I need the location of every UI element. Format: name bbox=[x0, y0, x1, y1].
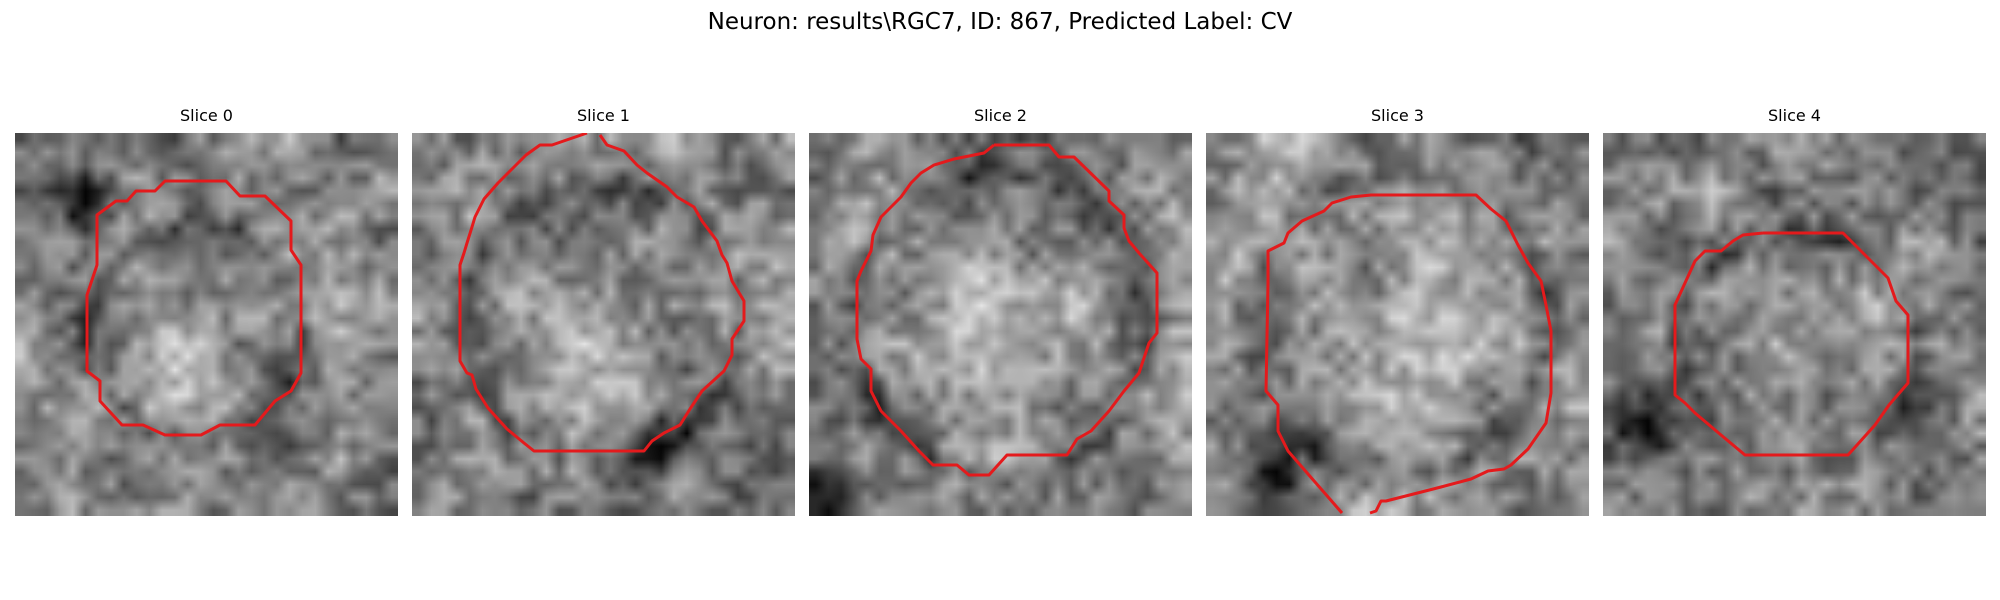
grayscale-pixel-image bbox=[1603, 133, 1986, 516]
slice-image bbox=[412, 133, 795, 516]
slice-title: Slice 2 bbox=[974, 106, 1027, 125]
neuron-outline bbox=[1264, 193, 1553, 515]
grayscale-pixel-image bbox=[809, 133, 1192, 516]
neuron-outline bbox=[1673, 231, 1910, 457]
red-contour-overlay bbox=[1673, 231, 1910, 457]
slice-panel-0: Slice 0 bbox=[15, 106, 398, 516]
neuron-outline bbox=[458, 133, 746, 453]
slice-image bbox=[1603, 133, 1986, 516]
grayscale-pixel-image bbox=[15, 133, 398, 516]
red-contour-overlay bbox=[458, 133, 746, 453]
neuron-outline bbox=[85, 179, 303, 437]
red-contour-overlay bbox=[85, 179, 303, 437]
figure-title: Neuron: results\RGC7, ID: 867, Predicted… bbox=[707, 9, 1293, 35]
slice-image bbox=[1206, 133, 1589, 516]
red-contour-overlay bbox=[1264, 193, 1553, 515]
slice-panel-1: Slice 1 bbox=[412, 106, 795, 516]
slice-title: Slice 4 bbox=[1768, 106, 1821, 125]
slice-title: Slice 1 bbox=[577, 106, 630, 125]
neuron-outline bbox=[855, 143, 1159, 477]
red-contour-overlay bbox=[855, 143, 1159, 477]
slice-image bbox=[15, 133, 398, 516]
slice-panel-2: Slice 2 bbox=[809, 106, 1192, 516]
slice-image bbox=[809, 133, 1192, 516]
slice-panel-4: Slice 4 bbox=[1603, 106, 1986, 516]
slice-title: Slice 0 bbox=[180, 106, 233, 125]
slice-title: Slice 3 bbox=[1371, 106, 1424, 125]
slice-panel-3: Slice 3 bbox=[1206, 106, 1589, 516]
